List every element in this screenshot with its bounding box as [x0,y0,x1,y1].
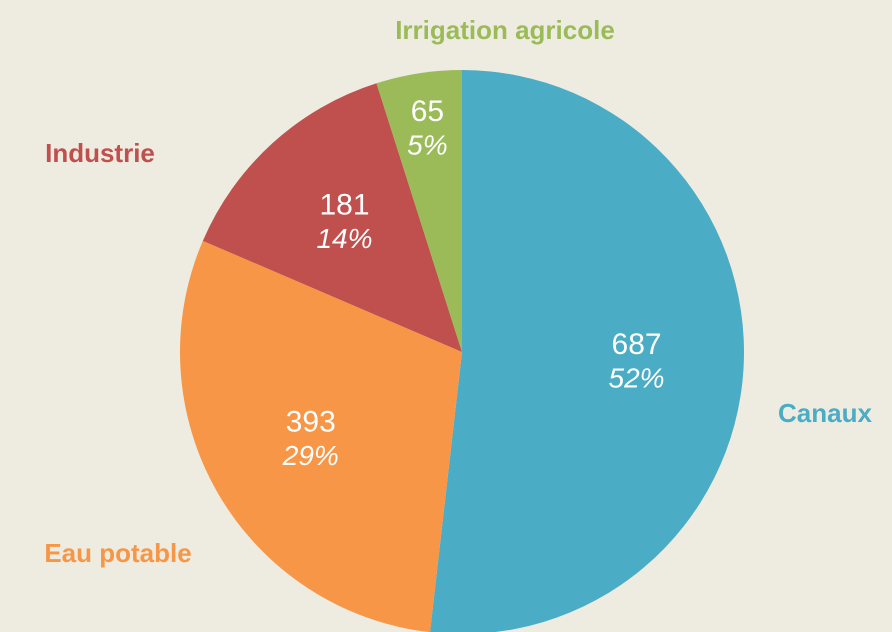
category-label: Irrigation agricole [395,15,615,45]
percent-label: 5% [407,129,447,160]
pie-slice [180,240,462,632]
category-label: Eau potable [44,538,191,568]
category-label: Canaux [778,398,872,428]
value-label: 393 [286,406,336,439]
value-label: 687 [612,328,662,361]
value-label: 65 [411,95,444,128]
pie-slice [430,70,744,632]
category-label: Industrie [45,138,155,168]
pie-slice [202,83,462,352]
pie-slice [376,70,462,352]
value-label: 181 [319,188,369,221]
percent-label: 29% [282,440,339,471]
percent-label: 52% [609,362,665,393]
percent-label: 14% [316,223,372,254]
